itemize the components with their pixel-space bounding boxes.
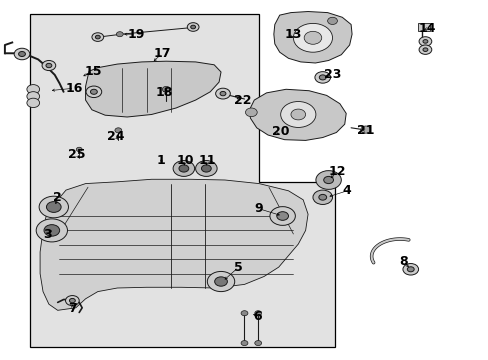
Circle shape <box>323 176 333 184</box>
Text: 2: 2 <box>53 191 62 204</box>
Circle shape <box>280 102 315 127</box>
Text: 21: 21 <box>356 124 374 137</box>
Circle shape <box>44 225 60 236</box>
Circle shape <box>46 63 52 68</box>
Circle shape <box>360 126 370 133</box>
Circle shape <box>162 86 170 92</box>
Circle shape <box>418 37 431 46</box>
Text: 6: 6 <box>253 310 262 323</box>
Circle shape <box>254 341 261 346</box>
Polygon shape <box>250 89 346 140</box>
Circle shape <box>116 32 123 37</box>
Circle shape <box>27 98 40 108</box>
Circle shape <box>207 271 234 292</box>
Circle shape <box>90 89 97 94</box>
Circle shape <box>95 35 100 39</box>
Circle shape <box>201 165 211 172</box>
Circle shape <box>304 31 321 44</box>
Text: 23: 23 <box>323 68 341 81</box>
Polygon shape <box>40 179 307 310</box>
Text: 22: 22 <box>234 94 251 107</box>
Circle shape <box>65 296 79 306</box>
Circle shape <box>290 109 305 120</box>
Circle shape <box>42 60 56 71</box>
Text: 3: 3 <box>43 228 52 240</box>
Text: 25: 25 <box>67 148 85 161</box>
Circle shape <box>315 171 341 189</box>
Circle shape <box>187 23 199 31</box>
Circle shape <box>215 88 230 99</box>
Circle shape <box>418 45 431 54</box>
Circle shape <box>36 219 67 242</box>
Circle shape <box>27 85 40 94</box>
Text: 5: 5 <box>234 261 243 274</box>
Circle shape <box>179 165 188 172</box>
Text: 15: 15 <box>84 65 102 78</box>
Circle shape <box>214 277 227 286</box>
Text: 12: 12 <box>328 165 346 178</box>
Circle shape <box>195 161 217 176</box>
Circle shape <box>314 72 330 83</box>
Circle shape <box>407 267 413 272</box>
Circle shape <box>220 91 225 96</box>
Polygon shape <box>85 61 221 117</box>
Circle shape <box>27 92 40 101</box>
Text: 17: 17 <box>153 47 171 60</box>
Text: 20: 20 <box>272 125 289 138</box>
Circle shape <box>312 190 332 204</box>
Circle shape <box>276 212 288 220</box>
Text: 14: 14 <box>417 22 435 35</box>
Circle shape <box>241 341 247 346</box>
Circle shape <box>269 207 295 225</box>
Text: 19: 19 <box>127 28 144 41</box>
Circle shape <box>14 48 30 60</box>
Circle shape <box>319 75 325 80</box>
Circle shape <box>402 264 418 275</box>
Text: 1: 1 <box>157 154 165 167</box>
Circle shape <box>39 196 68 218</box>
Text: 7: 7 <box>68 302 77 315</box>
Circle shape <box>241 311 247 316</box>
Text: 11: 11 <box>198 154 215 167</box>
Circle shape <box>86 86 102 98</box>
Circle shape <box>190 25 195 29</box>
Text: 13: 13 <box>284 28 302 41</box>
Circle shape <box>173 161 194 176</box>
Text: 9: 9 <box>254 202 263 215</box>
Circle shape <box>19 51 25 57</box>
Circle shape <box>92 33 103 41</box>
Circle shape <box>318 194 326 200</box>
Circle shape <box>46 202 61 212</box>
Text: 16: 16 <box>65 82 83 95</box>
Circle shape <box>422 40 427 43</box>
Polygon shape <box>30 14 334 347</box>
Circle shape <box>327 17 337 24</box>
Polygon shape <box>273 12 351 63</box>
Circle shape <box>115 128 122 133</box>
FancyBboxPatch shape <box>417 23 429 31</box>
Text: 8: 8 <box>398 255 407 268</box>
Text: 10: 10 <box>176 154 193 167</box>
Text: 18: 18 <box>155 86 172 99</box>
Text: 24: 24 <box>107 130 124 143</box>
Circle shape <box>69 298 75 303</box>
Circle shape <box>293 23 332 52</box>
Circle shape <box>76 147 82 152</box>
Text: 4: 4 <box>342 184 351 197</box>
Circle shape <box>254 311 261 316</box>
Circle shape <box>245 108 257 117</box>
Circle shape <box>422 48 427 51</box>
